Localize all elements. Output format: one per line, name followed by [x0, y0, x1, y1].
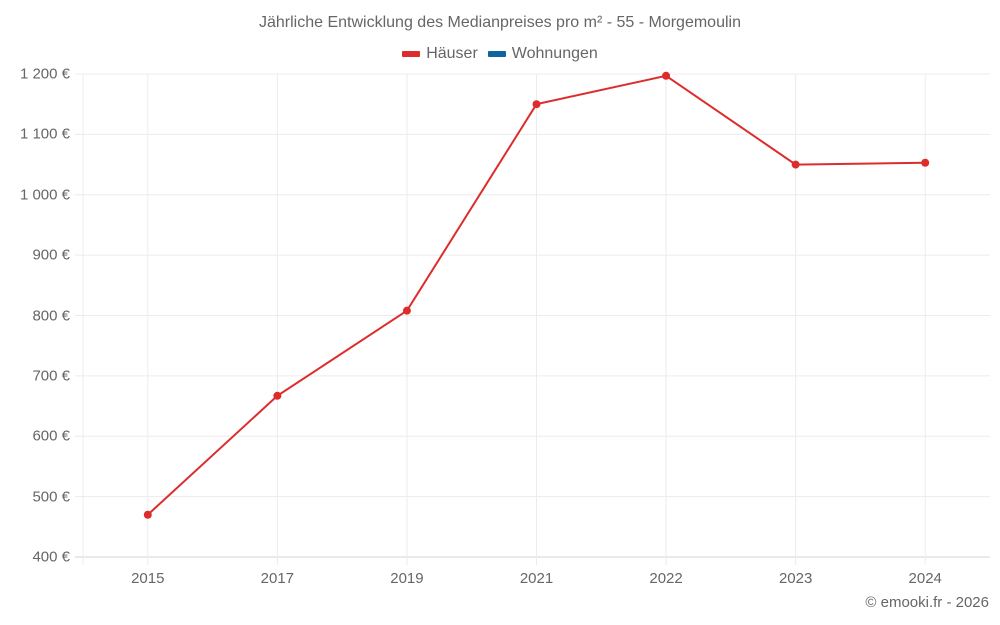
chart-title: Jährliche Entwicklung des Medianpreises …	[259, 14, 741, 31]
x-tick-label: 2019	[390, 570, 424, 587]
x-tick-label: 2023	[778, 570, 813, 587]
y-tick-label: 400 €	[32, 548, 70, 566]
data-point[interactable]	[143, 510, 152, 519]
x-tick-label: 2021	[519, 570, 554, 587]
x-tick-label: 2024	[908, 570, 942, 587]
y-tick-label: 700 €	[32, 367, 70, 385]
x-tick-label: 2015	[131, 570, 165, 587]
legend-swatch-haeuser	[402, 51, 421, 57]
legend-item-haeuser[interactable]: Häuser	[402, 45, 478, 63]
data-point[interactable]	[273, 391, 282, 400]
data-point[interactable]	[921, 158, 930, 167]
y-tick-label: 1 100 €	[19, 125, 70, 143]
y-tick-label: 600 €	[32, 427, 70, 445]
legend-label-haeuser: Häuser	[426, 45, 478, 62]
y-tick-label: 1 200 €	[19, 65, 70, 83]
y-tick-label: 800 €	[32, 307, 70, 324]
x-tick-label: 2022	[649, 570, 683, 587]
legend-swatch-wohnungen	[487, 51, 506, 57]
data-point[interactable]	[662, 71, 671, 80]
legend-item-wohnungen[interactable]: Wohnungen	[487, 45, 598, 63]
credit-text: © emooki.fr - 2026	[865, 594, 989, 611]
data-point[interactable]	[532, 100, 541, 109]
legend-label-wohnungen: Wohnungen	[511, 45, 598, 62]
y-tick-label: 500 €	[32, 488, 70, 506]
data-point[interactable]	[791, 160, 800, 169]
data-point[interactable]	[402, 306, 411, 315]
legend: Häuser Wohnungen	[0, 45, 1000, 63]
y-tick-label: 1 000 €	[19, 186, 70, 204]
x-tick-label: 2017	[260, 570, 295, 587]
y-tick-label: 900 €	[32, 246, 70, 264]
